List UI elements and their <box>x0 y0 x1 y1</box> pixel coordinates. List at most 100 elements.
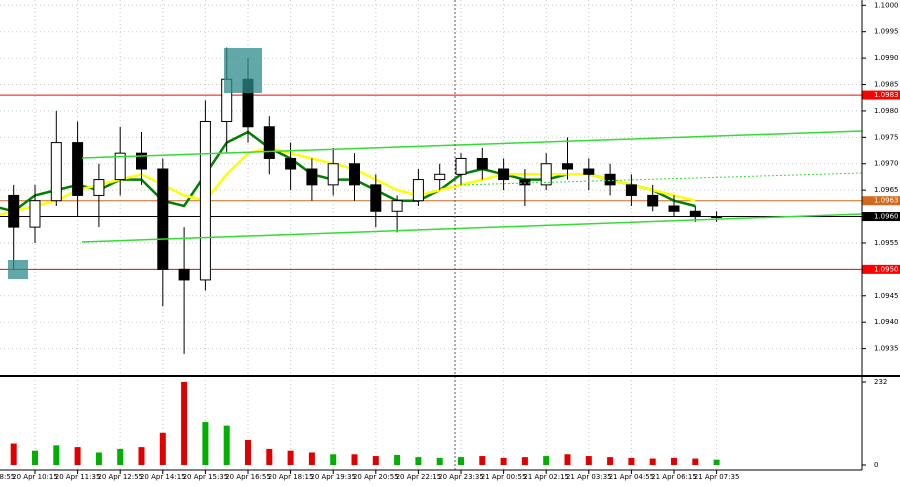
volume-bar <box>521 457 528 465</box>
candle-body <box>519 179 531 186</box>
trend-line <box>81 130 863 159</box>
candle-body <box>412 179 424 202</box>
volume-bar <box>181 382 188 465</box>
volume-bar <box>159 432 166 465</box>
candle-body <box>455 157 467 175</box>
candle-body <box>562 163 573 170</box>
volume-bar <box>223 425 230 465</box>
y-tick-label: 1.0980 <box>874 107 899 115</box>
candle-body <box>285 157 297 170</box>
signal-box <box>224 48 262 93</box>
x-tick-label: 20 Apr 15:35 <box>183 473 229 481</box>
volume-bar <box>308 452 315 465</box>
candle-body <box>50 142 62 202</box>
x-tick-label: 21 Apr 00:55 <box>481 473 527 481</box>
volume-bar <box>53 445 60 465</box>
candle-body <box>72 142 84 196</box>
volume-bar <box>117 448 124 465</box>
x-tick-label: 20 Apr 14:15 <box>140 473 186 481</box>
price-level-label: 1.0960 <box>874 213 899 221</box>
candle-body <box>157 168 169 270</box>
volume-bar <box>351 454 358 465</box>
volume-tick-label: 232 <box>874 378 887 386</box>
candle-body <box>668 205 680 212</box>
volume-bar <box>32 450 38 465</box>
candle-body <box>327 163 339 186</box>
moving-average <box>0 146 696 216</box>
volume-bar <box>245 439 251 465</box>
x-tick-label: 21 Apr 03:35 <box>566 473 612 481</box>
price-level-label: 1.0983 <box>874 91 899 99</box>
y-tick-label: 1.0955 <box>874 239 899 247</box>
candle-body <box>689 210 701 218</box>
y-tick-label: 1.0975 <box>874 133 899 141</box>
candle-body <box>263 126 275 159</box>
y-tick-label: 1.0995 <box>874 28 899 36</box>
candle-body <box>349 163 360 186</box>
price-level-box <box>862 212 900 222</box>
y-tick-label: 1.1000 <box>874 1 899 9</box>
price-level-box <box>862 196 900 206</box>
price-level-box <box>862 264 900 274</box>
volume-bar <box>266 448 273 465</box>
x-tick-label: 20 Apr 16:55 <box>225 473 271 481</box>
volume-bar <box>692 458 699 465</box>
x-tick-label: 21 Apr 02:15 <box>523 473 569 481</box>
candle-body <box>583 168 595 175</box>
x-tick-label: 21 Apr 07:35 <box>694 473 740 481</box>
candle-body <box>476 157 488 170</box>
candle-body <box>8 194 20 228</box>
candle-body <box>604 173 616 186</box>
candle-body <box>540 163 552 186</box>
volume-bar <box>436 457 443 465</box>
volume-bar <box>543 456 550 465</box>
volume-bar <box>415 457 422 465</box>
x-tick-label: 20 Apr 10:15 <box>12 473 58 481</box>
volume-bar <box>394 454 401 465</box>
trend-line <box>81 213 863 243</box>
x-tick-label: 21 Apr 06:15 <box>651 473 697 481</box>
x-tick-label: 20 Apr 20:55 <box>353 473 399 481</box>
y-tick-label: 1.0940 <box>874 318 899 326</box>
trend-line <box>459 172 863 186</box>
candle-body <box>306 168 318 186</box>
candle-body <box>434 173 446 181</box>
volume-bar <box>95 452 102 465</box>
x-tick-label: 20 Apr 19:35 <box>310 473 356 481</box>
y-tick-label: 1.0945 <box>874 292 899 300</box>
volume-bar <box>649 458 656 465</box>
candle-body <box>370 184 382 212</box>
y-tick-label: 1.0935 <box>874 345 899 353</box>
y-tick-label: 1.0965 <box>874 186 899 194</box>
volume-bar <box>458 457 464 465</box>
x-tick-label: 20 Apr 11:35 <box>55 473 101 481</box>
signal-box <box>8 260 28 279</box>
volume-bar <box>287 450 294 465</box>
volume-bar <box>671 457 677 465</box>
y-tick-label: 1.0985 <box>874 81 899 89</box>
volume-bar <box>372 456 379 465</box>
candle-body <box>625 184 637 196</box>
candle-body <box>136 152 147 170</box>
price-level-box <box>862 90 900 100</box>
y-tick-label: 1.0990 <box>874 54 899 62</box>
volume-bar <box>202 422 209 465</box>
volume-bar <box>607 457 614 465</box>
x-tick-label: 20 Apr 23:35 <box>438 473 484 481</box>
price-level-label: 1.0950 <box>874 265 899 273</box>
volume-bar <box>500 457 507 465</box>
x-tick-label: 20 Apr 12:55 <box>97 473 143 481</box>
volume-bar <box>10 443 17 465</box>
candle-body <box>178 268 190 281</box>
volume-bar <box>74 447 81 465</box>
x-tick-label: 21 Apr 04:55 <box>609 473 655 481</box>
y-tick-label: 1.0970 <box>874 160 899 168</box>
volume-tick-label: 0 <box>874 461 878 469</box>
candle-body <box>93 179 105 196</box>
candle-body <box>647 194 659 207</box>
volume-bar <box>479 456 486 465</box>
volume-bar <box>564 454 571 465</box>
